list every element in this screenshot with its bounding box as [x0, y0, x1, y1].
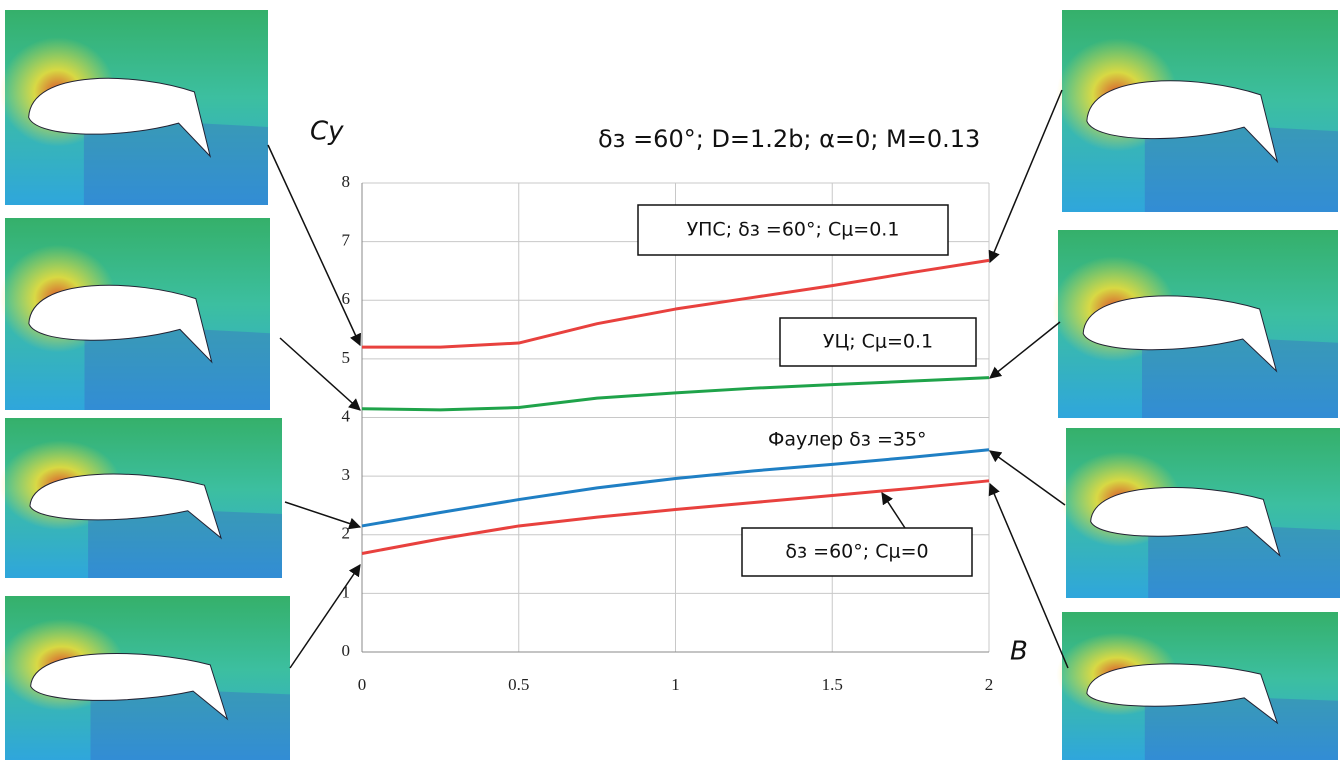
airfoil [1086, 663, 1279, 725]
annotation-box [741, 527, 973, 577]
wake [83, 117, 269, 205]
y-tick-label: 3 [342, 465, 351, 484]
flow-image [0, 418, 282, 578]
y-tick-label: 4 [342, 406, 351, 425]
airfoil [29, 473, 223, 540]
y-tick-label: 2 [342, 524, 351, 543]
arrow [988, 89, 1063, 264]
series-line [361, 448, 990, 528]
series-line [361, 376, 990, 412]
arrow [989, 321, 1061, 379]
y-tick-label: 5 [342, 348, 351, 367]
flow-images [0, 10, 1340, 760]
chart-title: δз =60°; D=1.2b; α=0; M=0.13 [598, 125, 980, 153]
airfoil [28, 77, 212, 158]
x-tick-label: 1.5 [822, 675, 843, 694]
flow-image [1060, 428, 1340, 598]
y-tick-label: 8 [342, 172, 351, 191]
arrow [284, 501, 362, 530]
arrow [988, 482, 1069, 669]
x-axis-label: B [1010, 637, 1028, 667]
arrow [267, 144, 361, 347]
y-tick-label: 0 [342, 641, 351, 660]
wake [1144, 121, 1338, 212]
series-annotation: УЦ; Cμ=0.1 [823, 331, 933, 353]
y-tick-label: 7 [342, 231, 351, 250]
flow-image [0, 218, 270, 410]
flow-image [1052, 230, 1338, 418]
x-tick-label: 0.5 [508, 675, 529, 694]
y-tick-label: 1 [342, 582, 351, 601]
x-tick-label: 1 [671, 675, 680, 694]
airfoil [28, 284, 213, 364]
wake [84, 323, 270, 410]
x-tick-label: 2 [985, 675, 994, 694]
series-annotation: δз =60°; Cμ=0 [785, 541, 928, 563]
wake [1142, 333, 1338, 418]
annotation-box [637, 204, 949, 256]
airfoil [1090, 487, 1281, 558]
y-tick-label: 6 [342, 289, 351, 308]
series-line [361, 479, 990, 555]
x-tick-label: 0 [358, 675, 367, 694]
flow-image [0, 10, 269, 205]
arrow [989, 450, 1066, 506]
y-axis-label: Cy [310, 117, 344, 147]
airfoil [30, 652, 229, 721]
wake [1144, 693, 1338, 760]
airfoil [1082, 295, 1278, 373]
plot: 0 1 2 3 4 5 6 7 8 0 0.5 1 1.5 2 УПС; δз =60°; Cμ=0.1 УЦ… [342, 172, 994, 694]
airfoil [1086, 80, 1279, 164]
wake [1148, 521, 1340, 598]
wake [90, 686, 290, 760]
annotation-box [779, 317, 977, 367]
wake [88, 506, 282, 578]
flow-image [0, 596, 290, 760]
arrow [289, 564, 361, 669]
series-annotation: УПС; δз =60°; Cμ=0.1 [687, 219, 900, 241]
arrow [881, 491, 906, 529]
arrow [279, 337, 361, 411]
flow-image [1056, 10, 1338, 212]
series-annotation: Фаулер δз =35° [768, 429, 927, 451]
series-line [362, 258, 990, 349]
flow-image [1056, 612, 1338, 760]
arrows [267, 89, 1069, 669]
